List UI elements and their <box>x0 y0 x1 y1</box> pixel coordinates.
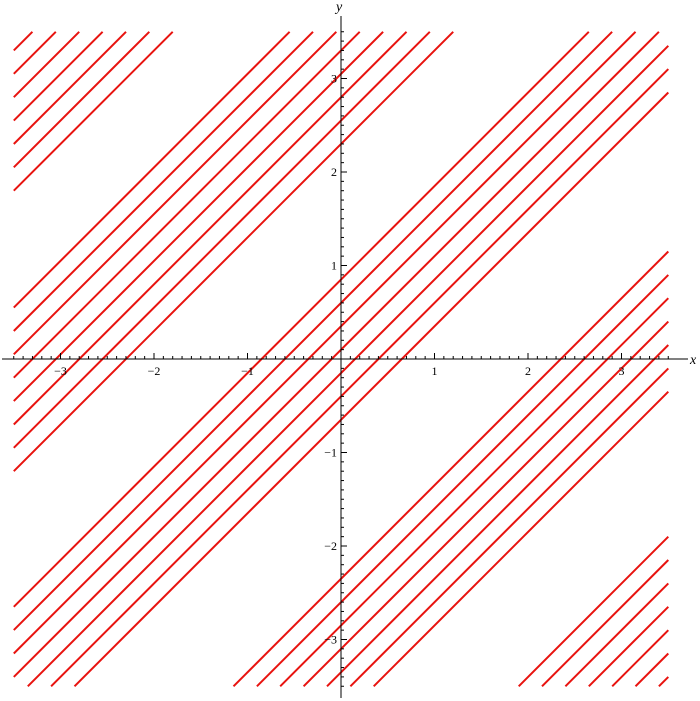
series-line <box>634 652 670 688</box>
series-line <box>50 68 670 688</box>
x-tick-label: −3 <box>54 364 67 378</box>
series-line <box>279 297 670 688</box>
y-tick-label: 1 <box>331 259 337 273</box>
series-line <box>13 31 174 192</box>
series-line <box>611 629 670 688</box>
y-tick-label: −3 <box>324 633 337 647</box>
series-line <box>13 31 384 402</box>
series-line <box>27 45 670 688</box>
x-tick-label: 1 <box>432 364 438 378</box>
series-line <box>13 31 590 608</box>
y-axis-label: y <box>334 0 343 15</box>
x-axis-label: x <box>689 353 697 368</box>
series-line <box>13 31 431 449</box>
x-tick-label: 3 <box>619 364 625 378</box>
y-tick-label: −2 <box>324 539 337 553</box>
x-tick-label: −2 <box>148 364 161 378</box>
series-line <box>13 31 80 98</box>
series-line <box>13 31 291 309</box>
series-line <box>13 31 637 655</box>
series-line <box>517 535 670 688</box>
series-line <box>13 31 151 169</box>
series-group-lower-band <box>232 250 670 688</box>
series-group-center-band <box>13 31 670 688</box>
y-tick-label: 2 <box>331 165 337 179</box>
series-line <box>13 31 660 678</box>
series-line <box>73 91 670 688</box>
series-line <box>13 31 338 356</box>
series-line <box>13 31 34 52</box>
labels-layer: x y <box>334 0 697 368</box>
series-line <box>13 31 361 379</box>
series-line <box>13 31 57 75</box>
series-line <box>658 676 670 688</box>
series-line <box>302 320 670 688</box>
series-layer <box>13 31 670 688</box>
x-tick-label: 2 <box>525 364 531 378</box>
series-line <box>13 31 613 631</box>
series-group-upper-left-corner <box>13 31 174 192</box>
series-line <box>588 606 670 688</box>
series-line <box>13 31 314 332</box>
series-group-upper-band <box>13 31 454 472</box>
series-line <box>349 367 670 688</box>
ticks-layer: −3 −2 −1 1 2 3 3 2 1 −1 −2 −3 <box>13 31 669 687</box>
series-line <box>256 274 670 688</box>
series-line <box>232 250 670 688</box>
series-line <box>326 344 670 688</box>
series-line <box>564 582 670 688</box>
series-line <box>13 31 454 472</box>
y-tick-label: −1 <box>324 446 337 460</box>
series-line <box>541 559 670 688</box>
x-tick-label: −1 <box>241 364 254 378</box>
series-line <box>13 31 104 122</box>
series-line <box>13 31 127 145</box>
y-tick-label: 3 <box>331 72 337 86</box>
series-group-lower-right-corner <box>517 535 670 688</box>
series-line <box>372 390 670 688</box>
